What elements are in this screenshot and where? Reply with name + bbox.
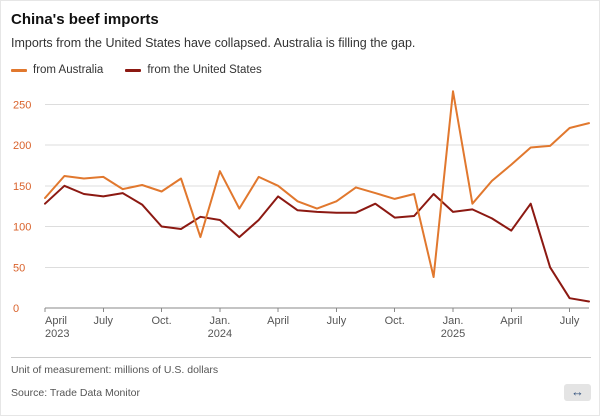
svg-text:50: 50 — [13, 262, 25, 274]
source-row: Source: Trade Data Monitor ↔ — [11, 384, 591, 401]
svg-text:2023: 2023 — [45, 328, 69, 340]
svg-text:July: July — [560, 315, 580, 327]
svg-text:July: July — [94, 315, 114, 327]
svg-text:150: 150 — [13, 181, 31, 193]
svg-text:April: April — [267, 315, 289, 327]
legend-swatch-united-states-icon — [125, 68, 142, 72]
chart-title: China's beef imports — [11, 11, 159, 28]
svg-text:Oct.: Oct. — [151, 315, 171, 327]
svg-text:0: 0 — [13, 303, 19, 315]
svg-text:250: 250 — [13, 99, 31, 111]
svg-text:Jan.: Jan. — [443, 315, 464, 327]
legend-item-australia: from Australia — [11, 64, 103, 76]
unit-note: Unit of measurement: millions of U.S. do… — [11, 364, 219, 376]
legend-label-australia: from Australia — [33, 64, 104, 76]
svg-text:Oct.: Oct. — [385, 315, 405, 327]
legend: from Australia from the United States — [11, 64, 591, 76]
resize-arrows-icon: ↔ — [571, 384, 584, 399]
expand-button[interactable]: ↔ — [564, 384, 591, 401]
svg-text:April: April — [500, 315, 522, 327]
svg-text:July: July — [327, 315, 347, 327]
svg-text:2024: 2024 — [208, 328, 232, 340]
svg-text:April: April — [45, 315, 67, 327]
legend-label-united-states: from the United States — [147, 64, 262, 76]
chart-footer: Unit of measurement: millions of U.S. do… — [11, 357, 591, 401]
legend-swatch-australia-icon — [11, 68, 27, 72]
svg-text:2025: 2025 — [441, 328, 465, 340]
svg-text:Jan.: Jan. — [209, 315, 230, 327]
chart-subtitle: Imports from the United States have coll… — [11, 36, 416, 50]
svg-text:100: 100 — [13, 222, 31, 234]
source-note: Source: Trade Data Monitor — [11, 386, 140, 399]
svg-text:200: 200 — [13, 140, 31, 152]
legend-item-united-states: from the United States — [125, 64, 262, 76]
